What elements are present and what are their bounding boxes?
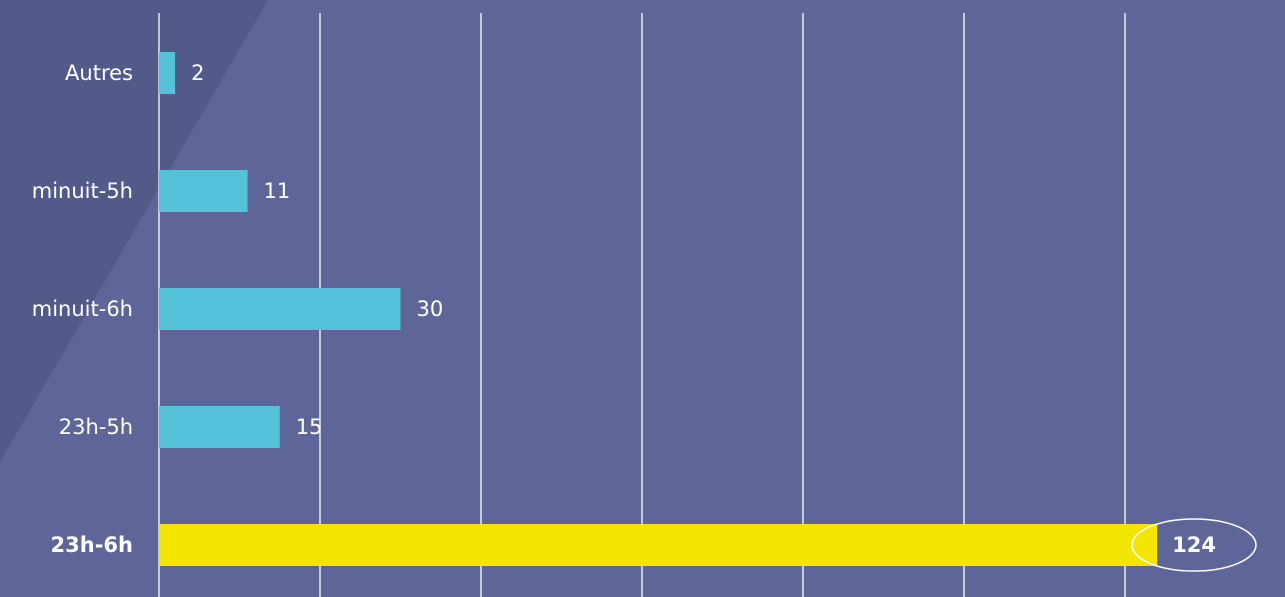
category-label: Autres — [65, 61, 133, 85]
gridlines — [158, 13, 1126, 597]
bar-Autres — [159, 52, 176, 94]
value-label: 2 — [191, 61, 204, 85]
bar-minuit-5h — [159, 170, 248, 212]
category-labels: Autres minuit-5h minuit-6h 23h-5h 23h-6h — [32, 61, 133, 557]
value-label: 30 — [417, 297, 444, 321]
bars — [159, 52, 1158, 566]
value-label: 11 — [264, 179, 291, 203]
category-label: minuit-5h — [32, 179, 133, 203]
bar-23h-5h — [159, 406, 280, 448]
value-label: 124 — [1172, 533, 1216, 557]
bar-minuit-6h — [159, 288, 401, 330]
value-label: 15 — [296, 415, 323, 439]
category-label: 23h-6h — [51, 533, 133, 557]
value-labels: 2 11 30 15 124 — [191, 61, 1216, 557]
category-label: minuit-6h — [32, 297, 133, 321]
background-panel — [0, 0, 268, 462]
category-label: 23h-5h — [59, 415, 133, 439]
highlight-ellipse — [1131, 518, 1257, 572]
bar-23h-6h — [159, 524, 1158, 566]
